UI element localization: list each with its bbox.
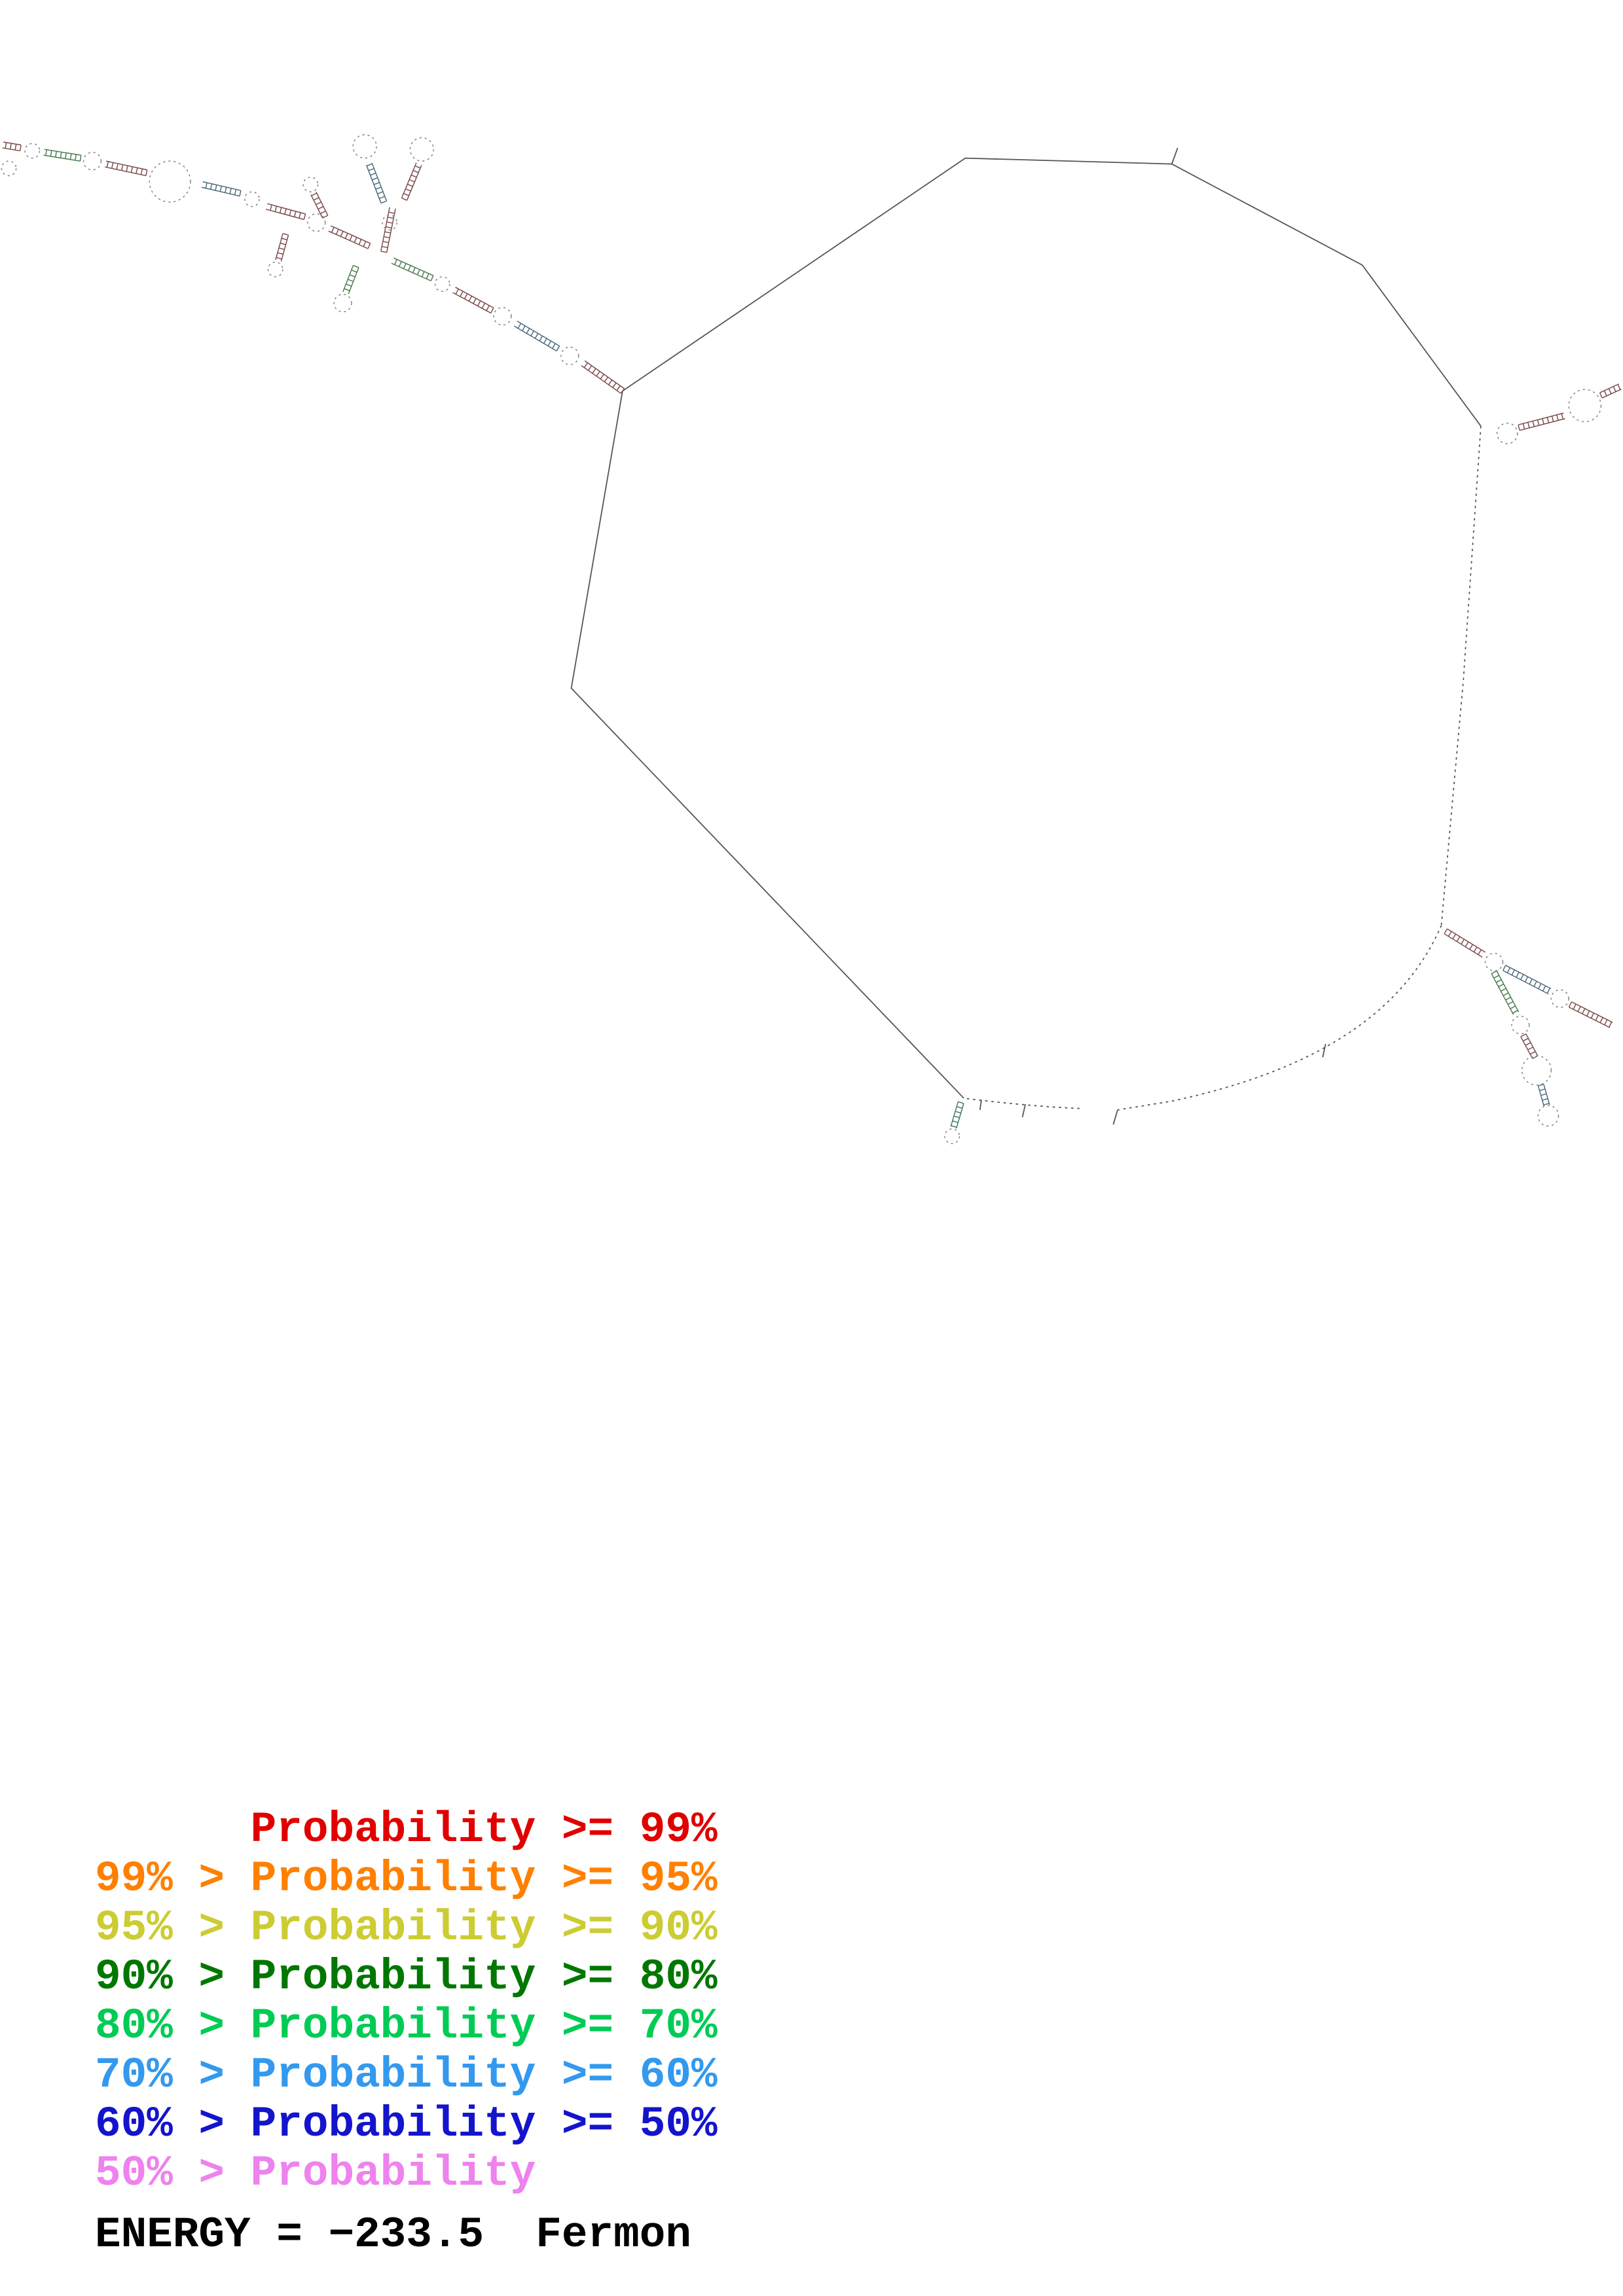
helix-segment (950, 1101, 964, 1129)
loop-circle (267, 261, 283, 278)
loop-outline-path (964, 1098, 1080, 1109)
loop-circle (1550, 989, 1569, 1009)
loop-circle (352, 134, 377, 159)
legend-line-p99: Probability >= 99% (95, 1805, 718, 1854)
loop-circle (333, 293, 352, 313)
loop-outline-path (1322, 1043, 1326, 1058)
loop-circle (382, 215, 398, 231)
helix-segment (380, 207, 396, 253)
helix-segment (391, 257, 434, 281)
loop-outline-path (1112, 1109, 1118, 1125)
legend-line-p70: 80% > Probability >= 70% (95, 2001, 718, 2051)
legend-line-p80: 90% > Probability >= 80% (95, 1952, 718, 2001)
loop-circle (1484, 952, 1504, 972)
helix-segment (1599, 383, 1622, 399)
energy-text: ENERGY = −233.5 Fermon (95, 2210, 691, 2259)
loop-circle (1511, 1015, 1530, 1035)
helix-segment (1518, 412, 1565, 431)
main-loop-outline (570, 147, 1482, 1125)
helix-structures (1, 134, 1622, 1145)
helix-segment (401, 162, 422, 201)
helix-segment (1503, 965, 1552, 995)
helix-segment (1491, 970, 1520, 1015)
loop-circle (307, 213, 326, 232)
helix-segment (1520, 1033, 1539, 1059)
helix-segment (328, 225, 371, 249)
helix-segment (43, 149, 82, 162)
probability-legend: Probability >= 99% 99% > Probability >= … (95, 1805, 718, 2259)
loop-outline-path (1171, 147, 1178, 164)
loop-circle (1537, 1105, 1559, 1127)
loop-circle (409, 137, 435, 162)
legend-line-below50: 50% > Probability (95, 2149, 536, 2198)
loop-circle (24, 143, 41, 159)
legend-line-p90: 95% > Probability >= 90% (95, 1903, 718, 1952)
helix-segment (342, 264, 359, 295)
loop-circle (149, 160, 191, 203)
helix-segment (365, 162, 388, 204)
loop-circle (493, 307, 512, 326)
helix-segment (310, 191, 329, 219)
loop-circle (944, 1128, 960, 1145)
helix-segment (581, 360, 625, 394)
legend-line-p95: 99% > Probability >= 95% (95, 1854, 718, 1903)
helix-segment (201, 181, 242, 197)
loop-circle (434, 276, 450, 292)
helix-segment (513, 321, 560, 351)
helix-segment (265, 203, 306, 221)
helix-segment (105, 160, 148, 177)
loop-circle (1, 160, 17, 177)
helix-segment (1568, 1001, 1613, 1028)
loop-circle (82, 151, 102, 171)
legend-line-p50: 60% > Probability >= 50% (95, 2100, 718, 2149)
loop-outline-path (570, 391, 964, 1099)
loop-circle (244, 191, 260, 207)
loop-circle (1521, 1055, 1552, 1086)
loop-outline-path (1117, 925, 1442, 1111)
loop-circle (302, 176, 319, 192)
loop-circle (560, 346, 579, 365)
helix-segment (2, 141, 22, 152)
loop-outline-path (622, 157, 1482, 427)
helix-segment (452, 287, 494, 314)
helix-segment (275, 233, 289, 262)
loop-circle (1568, 389, 1602, 423)
helix-segment (1444, 928, 1486, 958)
legend-line-p60: 70% > Probability >= 60% (95, 2051, 718, 2100)
loop-circle (1496, 422, 1518, 444)
loop-outline-path (979, 1100, 982, 1110)
helix-segment (1537, 1083, 1550, 1107)
loop-outline-path (1440, 425, 1482, 926)
loop-outline-path (1021, 1103, 1027, 1118)
